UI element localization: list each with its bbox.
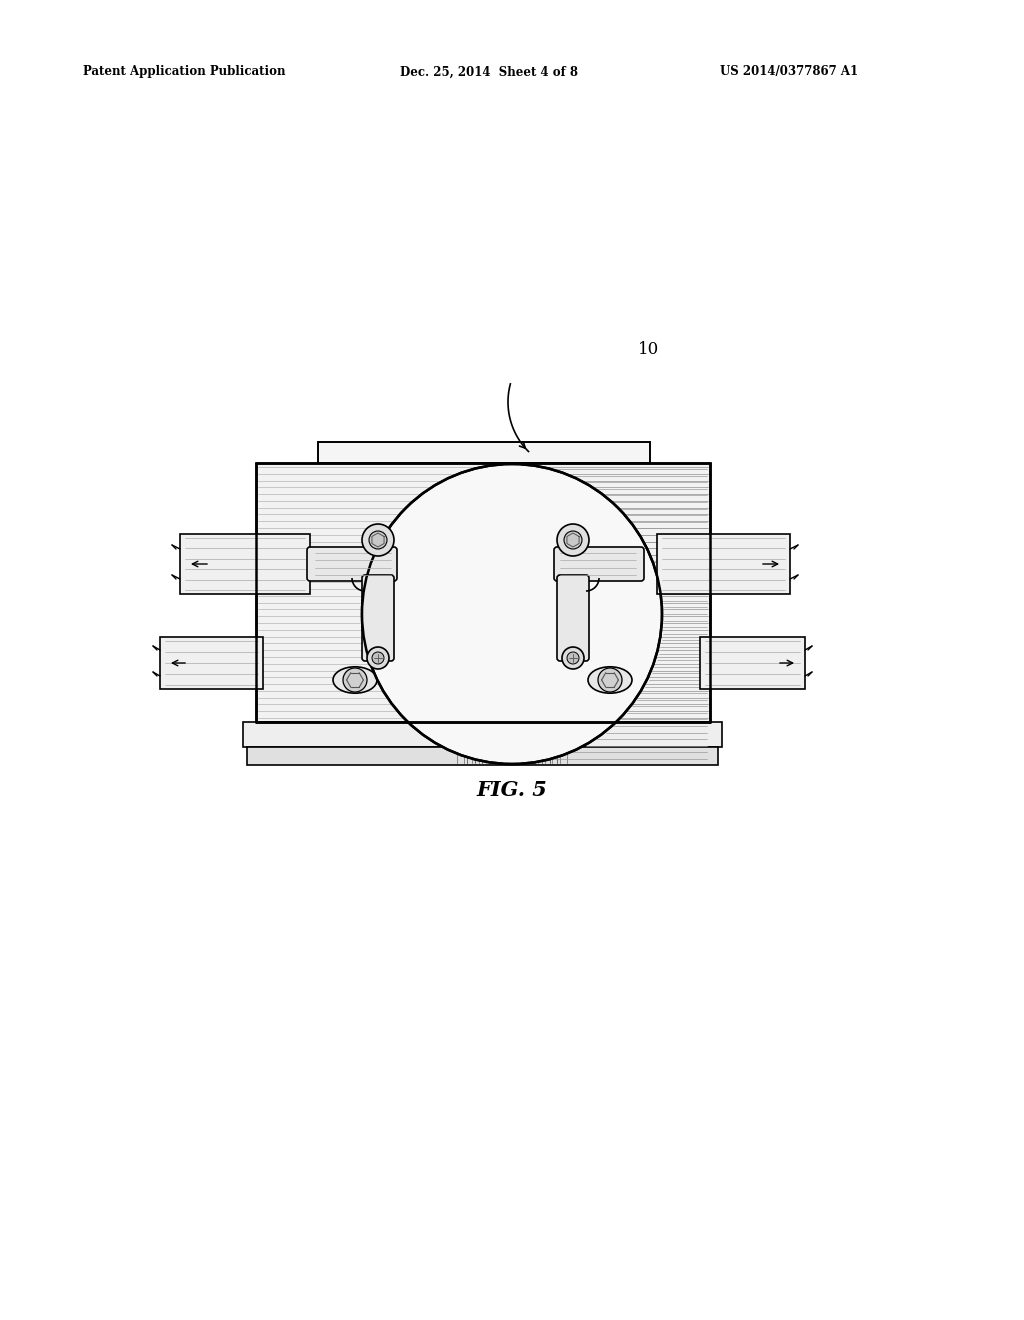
FancyBboxPatch shape (554, 546, 644, 581)
Circle shape (367, 647, 389, 669)
Circle shape (343, 668, 367, 692)
Ellipse shape (333, 667, 377, 693)
FancyBboxPatch shape (557, 576, 589, 661)
Text: Dec. 25, 2014  Sheet 4 of 8: Dec. 25, 2014 Sheet 4 of 8 (400, 66, 578, 78)
Text: Patent Application Publication: Patent Application Publication (83, 66, 286, 78)
Bar (180, 535, 310, 594)
Circle shape (362, 524, 394, 556)
Circle shape (562, 647, 584, 669)
Ellipse shape (588, 667, 632, 693)
Text: FIG. 5: FIG. 5 (476, 780, 548, 800)
Circle shape (362, 465, 662, 764)
FancyBboxPatch shape (362, 576, 394, 661)
Bar (700, 638, 805, 689)
Circle shape (598, 668, 622, 692)
Bar (657, 535, 790, 594)
Text: 10: 10 (638, 342, 659, 359)
Text: US 2014/0377867 A1: US 2014/0377867 A1 (720, 66, 858, 78)
Bar (160, 638, 263, 689)
Circle shape (557, 524, 589, 556)
Circle shape (369, 531, 387, 549)
Bar (318, 442, 650, 463)
Bar (243, 722, 722, 747)
Circle shape (564, 531, 582, 549)
FancyBboxPatch shape (307, 546, 397, 581)
Bar (256, 463, 710, 722)
Circle shape (372, 652, 384, 664)
Circle shape (567, 652, 579, 664)
Bar (247, 747, 718, 766)
